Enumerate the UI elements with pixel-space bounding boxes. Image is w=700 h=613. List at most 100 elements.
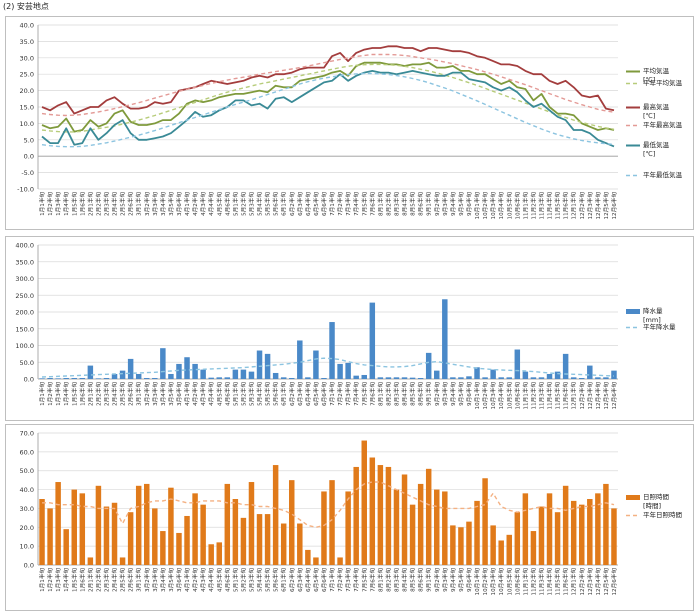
x-tick-label: 5月1半旬: [231, 568, 239, 592]
bar: [490, 369, 496, 379]
x-tick-label: 8月3半旬: [393, 568, 401, 592]
x-tick-label: 8月5半旬: [409, 568, 417, 592]
y-tick-label: 0.0: [24, 153, 34, 161]
bar: [361, 440, 367, 565]
bar: [272, 465, 279, 565]
bar: [168, 487, 174, 565]
bar: [321, 377, 327, 379]
x-tick-label: 7月5半旬: [360, 192, 368, 216]
legend-unit: [℃]: [643, 76, 655, 84]
bar: [353, 466, 359, 565]
bar: [514, 349, 521, 379]
x-tick-label: 8月5半旬: [409, 382, 417, 406]
x-tick-label: 12月5半旬: [602, 192, 610, 220]
x-tick-label: 4月2半旬: [191, 382, 199, 406]
x-tick-label: 1月6半旬: [78, 382, 86, 406]
bar: [514, 512, 521, 565]
bar: [425, 352, 432, 379]
x-tick-label: 10月3半旬: [489, 192, 497, 220]
bar: [168, 373, 174, 379]
legend: 日照時間[時間]平年日照時間: [626, 493, 682, 519]
bar: [546, 493, 553, 565]
x-tick-label: 8月3半旬: [393, 192, 401, 216]
bar: [111, 373, 118, 379]
x-tick-label: 6月1半旬: [280, 382, 288, 406]
bar: [119, 557, 126, 565]
legend-label: 平年最低気温: [643, 170, 683, 179]
bar: [522, 371, 529, 379]
x-tick-label: 8月2半旬: [384, 192, 392, 216]
x-tick-label: 1月3半旬: [54, 568, 62, 592]
y-tick-label: 60.0: [20, 448, 34, 456]
x-tick-label: 7月1半旬: [328, 568, 336, 592]
bar: [393, 489, 400, 565]
bar: [240, 517, 247, 565]
bar: [297, 340, 303, 379]
x-tick-label: 4月1半旬: [183, 192, 191, 216]
x-axis-ticks: 1月1半旬 1月2半旬 1月3半旬 1月4半旬 1月5半旬 1月6半旬 2月1半旬 2月2半旬…: [38, 568, 618, 596]
bar: [474, 367, 480, 379]
x-tick-label: 3月2半旬: [143, 192, 151, 216]
x-tick-label: 7月1半旬: [328, 192, 336, 216]
bar: [184, 357, 190, 379]
y-tick-label: 0.0: [24, 562, 34, 570]
x-tick-label: 5月5半旬: [264, 192, 272, 216]
x-tick-label: 4月3半旬: [199, 568, 207, 592]
x-tick-label: 1月2半旬: [46, 568, 54, 592]
bar: [208, 544, 214, 565]
bar: [369, 457, 376, 565]
bar: [530, 377, 537, 379]
bar: [144, 377, 150, 379]
x-tick-label: 5月5半旬: [264, 568, 272, 592]
legend-label: 平年最高気温: [643, 120, 683, 129]
bar-series: [39, 440, 617, 565]
x-tick-label: 7月3半旬: [344, 568, 352, 592]
bar: [87, 557, 94, 565]
normal-line: [41, 72, 615, 148]
y-tick-label: -5.0: [21, 169, 34, 177]
bar: [305, 377, 311, 379]
bar: [39, 499, 45, 565]
x-tick-label: 9月3半旬: [441, 568, 449, 592]
x-tick-label: 4月3半旬: [199, 382, 207, 406]
x-tick-label: 11月1半旬: [521, 382, 529, 410]
x-tick-label: 1月1半旬: [38, 382, 46, 406]
x-tick-label: 2月2半旬: [94, 382, 102, 406]
x-tick-label: 12月3半旬: [586, 568, 594, 596]
sunshine-chart: 0.0 10.0 20.0 30.0 40.0 50.0 60.0 70.0 1月1半旬 1月2半…: [20, 430, 682, 596]
x-tick-label: 11月5半旬: [554, 568, 562, 596]
x-tick-label: 4月4半旬: [207, 192, 215, 216]
x-tick-label: 11月4半旬: [546, 192, 554, 220]
y-axis-ticks: 0.0 10.0 20.0 30.0 40.0 50.0 60.0 70.0: [20, 430, 34, 570]
bar: [377, 377, 384, 379]
x-tick-label: 7月6半旬: [368, 192, 376, 216]
y-tick-label: 20.0: [20, 87, 34, 95]
x-tick-label: 11月6半旬: [562, 382, 570, 410]
x-tick-label: 3月1半旬: [135, 192, 143, 216]
x-tick-label: 5月4半旬: [256, 382, 264, 406]
y-tick-label: 10.0: [20, 120, 34, 128]
bar: [272, 372, 279, 379]
bar: [425, 468, 432, 565]
x-tick-label: 7月6半旬: [368, 568, 376, 592]
bar: [127, 358, 134, 379]
normal-line: [42, 481, 615, 529]
x-tick-label: 8月6半旬: [417, 382, 425, 406]
x-tick-label: 4月1半旬: [183, 382, 191, 406]
x-tick-label: 10月6半旬: [513, 192, 521, 220]
bar: [71, 377, 77, 379]
x-tick-label: 6月3半旬: [296, 382, 304, 406]
x-tick-label: 9月5半旬: [457, 568, 465, 592]
bar: [329, 480, 335, 565]
x-tick-label: 9月4半旬: [449, 192, 457, 216]
x-tick-label: 3月5半旬: [167, 568, 175, 592]
bar: [95, 378, 102, 379]
bar: [466, 521, 472, 565]
normal-line: [41, 357, 615, 378]
x-axis-ticks: 1月1半旬 1月2半旬 1月3半旬 1月4半旬 1月5半旬 1月6半旬 2月1半旬 2月2半旬…: [38, 382, 618, 410]
x-tick-label: 2月5半旬: [119, 568, 127, 592]
bar: [55, 482, 61, 565]
bar: [103, 377, 110, 379]
x-tick-label: 1月6半旬: [78, 192, 86, 216]
y-tick-label: 350.0: [15, 258, 34, 266]
